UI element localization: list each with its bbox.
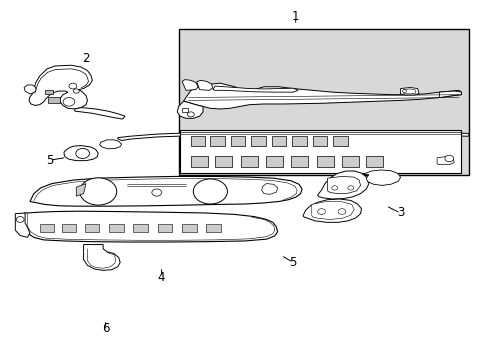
Polygon shape [366,156,383,167]
Polygon shape [316,156,333,167]
Polygon shape [303,199,361,222]
Circle shape [317,209,325,215]
Polygon shape [439,91,461,98]
Polygon shape [183,83,461,109]
Polygon shape [24,85,36,94]
Text: 5: 5 [46,154,53,167]
Text: 1: 1 [291,10,299,23]
Polygon shape [210,136,224,146]
Polygon shape [29,65,92,109]
Polygon shape [291,156,308,167]
Polygon shape [215,156,232,167]
Polygon shape [332,136,347,146]
Circle shape [73,89,79,93]
Polygon shape [206,224,221,231]
Polygon shape [182,108,188,112]
Polygon shape [180,130,461,173]
Polygon shape [182,224,196,231]
Polygon shape [271,136,286,146]
Polygon shape [75,108,125,119]
Polygon shape [212,86,298,92]
Polygon shape [403,89,415,94]
Circle shape [331,186,337,190]
Polygon shape [44,90,53,94]
Polygon shape [84,224,99,231]
Polygon shape [48,97,60,103]
Text: 4: 4 [158,271,165,284]
Polygon shape [61,224,76,231]
Polygon shape [240,156,257,167]
Polygon shape [182,80,198,90]
Polygon shape [109,224,123,231]
Polygon shape [83,244,120,270]
Polygon shape [327,176,360,194]
Circle shape [63,98,75,106]
Polygon shape [158,224,172,231]
Polygon shape [230,136,245,146]
Polygon shape [311,202,353,220]
Circle shape [152,189,161,196]
Polygon shape [312,136,327,146]
Circle shape [69,83,77,89]
Polygon shape [292,136,306,146]
Polygon shape [64,145,98,161]
Circle shape [80,178,117,205]
Polygon shape [100,140,122,149]
Polygon shape [133,224,148,231]
Polygon shape [261,184,277,194]
Polygon shape [436,157,453,165]
Polygon shape [30,176,302,206]
Circle shape [402,90,406,93]
Circle shape [16,217,24,222]
Polygon shape [190,136,205,146]
Text: 2: 2 [82,51,90,64]
Polygon shape [196,80,212,90]
Polygon shape [40,224,54,231]
Text: 5: 5 [289,256,296,269]
Polygon shape [178,30,468,175]
Circle shape [76,148,89,158]
Polygon shape [118,131,468,140]
Circle shape [187,112,194,117]
Polygon shape [251,136,265,146]
Polygon shape [177,101,203,118]
Polygon shape [341,156,358,167]
Polygon shape [317,171,368,199]
Text: 3: 3 [396,207,404,220]
Circle shape [347,186,353,190]
Polygon shape [190,156,207,167]
Polygon shape [15,213,30,237]
Text: 6: 6 [102,322,109,335]
Polygon shape [265,156,283,167]
Polygon shape [76,184,86,196]
Polygon shape [400,87,418,95]
Polygon shape [24,211,277,242]
Circle shape [193,179,227,204]
Circle shape [444,155,453,162]
Polygon shape [362,170,400,185]
Circle shape [337,209,345,215]
